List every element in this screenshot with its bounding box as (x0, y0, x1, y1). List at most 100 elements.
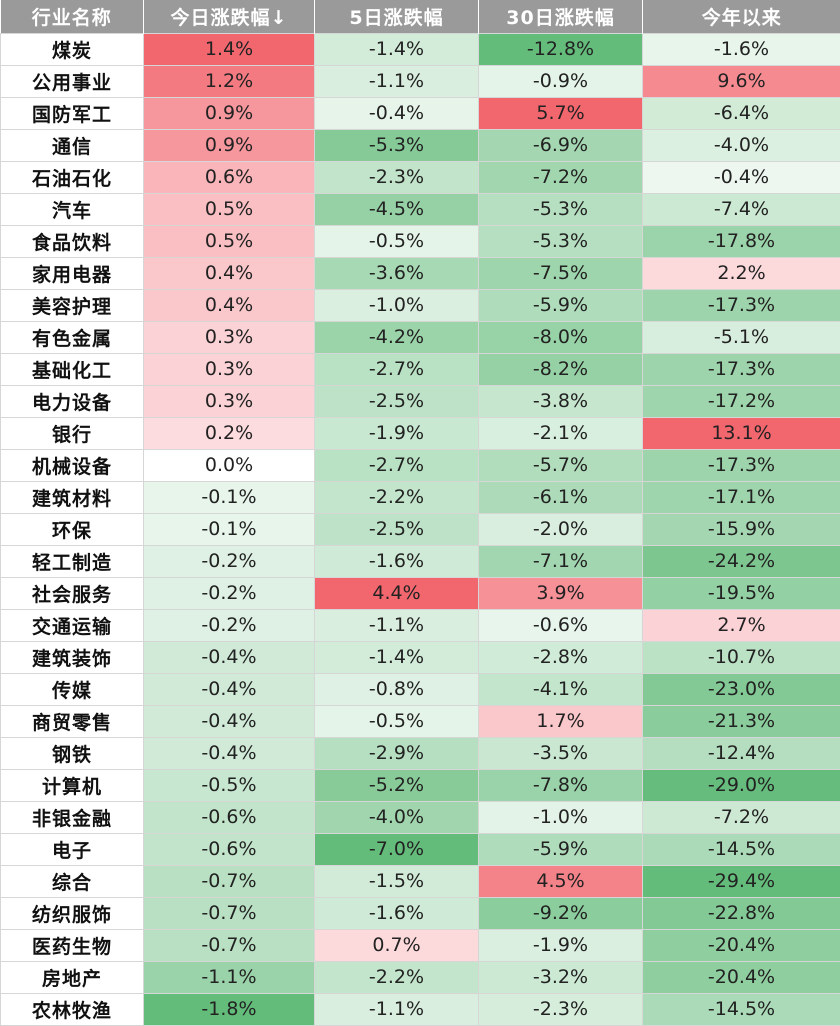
today-change-cell: -0.4% (144, 673, 315, 705)
today-change-cell: -0.2% (144, 545, 315, 577)
ytd-change-cell: 2.7% (643, 609, 840, 641)
table-row: 传媒-0.4%-0.8%-4.1%-23.0% (1, 673, 840, 705)
thirty-day-change-cell: -8.0% (479, 321, 643, 353)
five-day-change-cell: -1.4% (315, 641, 479, 673)
ytd-change-cell: 13.1% (643, 417, 840, 449)
ytd-change-cell: -15.9% (643, 513, 840, 545)
ytd-change-cell: -17.1% (643, 481, 840, 513)
thirty-day-change-cell: 5.7% (479, 97, 643, 129)
thirty-day-change-cell: -5.9% (479, 289, 643, 321)
five-day-change-cell: -0.5% (315, 225, 479, 257)
column-header-name[interactable]: 行业名称 (1, 0, 144, 33)
table-row: 医药生物-0.7%0.7%-1.9%-20.4% (1, 929, 840, 961)
five-day-change-cell: -1.5% (315, 865, 479, 897)
industry-name-cell: 食品饮料 (1, 225, 144, 257)
industry-name-cell: 有色金属 (1, 321, 144, 353)
column-header-today[interactable]: 今日涨跌幅↓ (144, 0, 315, 33)
today-change-cell: -0.4% (144, 737, 315, 769)
thirty-day-change-cell: -5.3% (479, 193, 643, 225)
industry-name-cell: 轻工制造 (1, 545, 144, 577)
five-day-change-cell: -2.2% (315, 961, 479, 993)
five-day-change-cell: -2.2% (315, 481, 479, 513)
industry-name-cell: 医药生物 (1, 929, 144, 961)
thirty-day-change-cell: -1.0% (479, 801, 643, 833)
today-change-cell: 0.3% (144, 321, 315, 353)
five-day-change-cell: -2.5% (315, 385, 479, 417)
five-day-change-cell: -2.7% (315, 449, 479, 481)
industry-name-cell: 商贸零售 (1, 705, 144, 737)
five-day-change-cell: -4.5% (315, 193, 479, 225)
five-day-change-cell: -5.2% (315, 769, 479, 801)
five-day-change-cell: -0.5% (315, 705, 479, 737)
five-day-change-cell: -2.5% (315, 513, 479, 545)
industry-name-cell: 汽车 (1, 193, 144, 225)
five-day-change-cell: -1.1% (315, 993, 479, 1025)
ytd-change-cell: -5.1% (643, 321, 840, 353)
thirty-day-change-cell: -2.1% (479, 417, 643, 449)
ytd-change-cell: 9.6% (643, 65, 840, 97)
thirty-day-change-cell: -6.9% (479, 129, 643, 161)
table-row: 农林牧渔-1.8%-1.1%-2.3%-14.5% (1, 993, 840, 1025)
industry-name-cell: 环保 (1, 513, 144, 545)
ytd-change-cell: -7.4% (643, 193, 840, 225)
industry-name-cell: 非银金融 (1, 801, 144, 833)
thirty-day-change-cell: -7.1% (479, 545, 643, 577)
today-change-cell: -0.5% (144, 769, 315, 801)
table-row: 电子-0.6%-7.0%-5.9%-14.5% (1, 833, 840, 865)
today-change-cell: 0.3% (144, 353, 315, 385)
five-day-change-cell: -1.6% (315, 545, 479, 577)
ytd-change-cell: -17.8% (643, 225, 840, 257)
thirty-day-change-cell: -2.0% (479, 513, 643, 545)
industry-name-cell: 机械设备 (1, 449, 144, 481)
today-change-cell: 1.4% (144, 33, 315, 65)
today-change-cell: -0.7% (144, 897, 315, 929)
table-row: 建筑装饰-0.4%-1.4%-2.8%-10.7% (1, 641, 840, 673)
today-change-cell: 0.6% (144, 161, 315, 193)
ytd-change-cell: -10.7% (643, 641, 840, 673)
industry-name-cell: 农林牧渔 (1, 993, 144, 1025)
industry-name-cell: 电力设备 (1, 385, 144, 417)
column-header-5d[interactable]: 5日涨跌幅 (315, 0, 479, 33)
table-row: 商贸零售-0.4%-0.5%1.7%-21.3% (1, 705, 840, 737)
thirty-day-change-cell: -6.1% (479, 481, 643, 513)
thirty-day-change-cell: 1.7% (479, 705, 643, 737)
thirty-day-change-cell: -12.8% (479, 33, 643, 65)
today-change-cell: -0.1% (144, 513, 315, 545)
thirty-day-change-cell: -0.9% (479, 65, 643, 97)
today-change-cell: 0.5% (144, 225, 315, 257)
column-header-ytd[interactable]: 今年以来 (643, 0, 840, 33)
ytd-change-cell: -7.2% (643, 801, 840, 833)
ytd-change-cell: -1.6% (643, 33, 840, 65)
today-change-cell: 0.9% (144, 97, 315, 129)
five-day-change-cell: -1.4% (315, 33, 479, 65)
industry-name-cell: 石油石化 (1, 161, 144, 193)
five-day-change-cell: -2.9% (315, 737, 479, 769)
table-row: 交通运输-0.2%-1.1%-0.6%2.7% (1, 609, 840, 641)
industry-name-cell: 社会服务 (1, 577, 144, 609)
industry-name-cell: 建筑材料 (1, 481, 144, 513)
table-row: 综合-0.7%-1.5%4.5%-29.4% (1, 865, 840, 897)
table-row: 房地产-1.1%-2.2%-3.2%-20.4% (1, 961, 840, 993)
industry-name-cell: 通信 (1, 129, 144, 161)
ytd-change-cell: -22.8% (643, 897, 840, 929)
ytd-change-cell: -23.0% (643, 673, 840, 705)
today-change-cell: -0.2% (144, 577, 315, 609)
industry-name-cell: 家用电器 (1, 257, 144, 289)
thirty-day-change-cell: -7.5% (479, 257, 643, 289)
table-row: 钢铁-0.4%-2.9%-3.5%-12.4% (1, 737, 840, 769)
ytd-change-cell: -14.5% (643, 833, 840, 865)
thirty-day-change-cell: -0.6% (479, 609, 643, 641)
ytd-change-cell: -0.4% (643, 161, 840, 193)
column-header-30d[interactable]: 30日涨跌幅 (479, 0, 643, 33)
ytd-change-cell: -14.5% (643, 993, 840, 1025)
